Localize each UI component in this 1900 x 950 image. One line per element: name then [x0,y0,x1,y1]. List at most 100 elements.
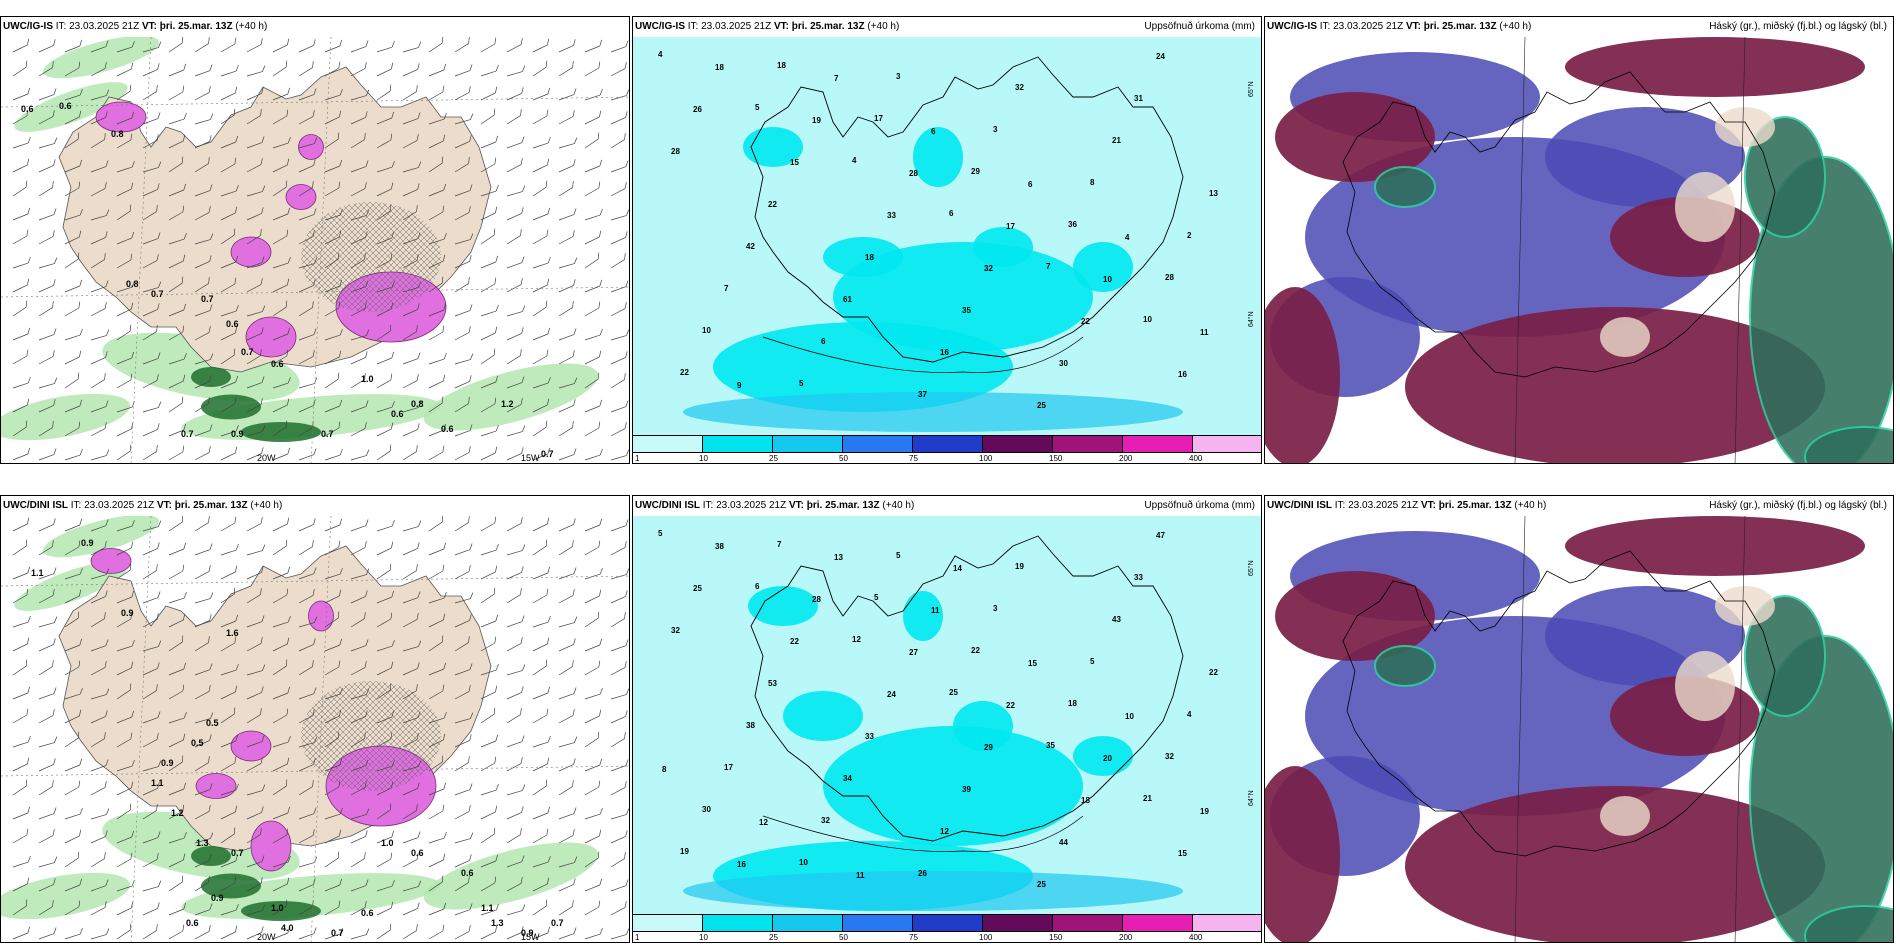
wind-barb [272,109,289,125]
wind-barb [90,732,106,748]
wind-barb [376,639,395,652]
wind-barb [90,519,109,532]
wind-barb [558,350,575,365]
wind-barb [558,758,576,772]
lat-label-65n: 65°N [1247,81,1255,97]
wind-barb [168,853,186,868]
wind-barb [194,543,213,556]
wind-barb [428,875,444,892]
wind-barb [142,880,162,892]
wind-barb [532,376,551,389]
wind-barb [272,349,289,365]
precip-value-label: 12 [940,827,949,836]
wind-barb [454,592,474,604]
wind-barb [64,878,83,892]
wind-barb [64,252,80,269]
legend-swatch [913,436,983,452]
wind-barb [532,136,551,149]
legend-tick-label: 25 [769,454,778,463]
wind-barb [532,686,551,700]
wind-barb [480,446,498,461]
wind-barb [324,731,340,748]
precip-area [823,237,903,277]
wind-barb [402,112,421,125]
legend-swatch [913,915,983,931]
wind-barb [428,63,447,77]
wind-barb [64,421,81,437]
precip-value-label: 15 [1178,849,1187,858]
wind-barb [584,252,600,269]
wind-barb [350,710,368,724]
wind-barb [402,640,422,652]
wind-barb [558,181,574,197]
wind-barb [558,137,578,149]
wind-barb [532,539,548,556]
wind-barb [532,828,549,844]
wind-barb [12,637,30,652]
wind-barb [506,615,525,628]
wind-barb [272,539,288,556]
heavy-precip-area [241,901,321,921]
wind-barb [272,87,291,101]
wind-barb [272,376,291,389]
precip-value-label: 35 [1046,741,1055,750]
legend-tick-label: 400 [1189,933,1203,942]
wind-value-label: 1.0 [361,374,374,384]
wind-barb [38,88,57,101]
legend-swatch [633,436,703,452]
parallel-line [1,575,629,587]
wind-barb [558,377,578,389]
wind-barb [90,373,106,389]
wind-barb [38,780,54,796]
wind-barb [584,350,602,365]
wind-barb [246,376,265,389]
wind-barb [376,373,393,389]
precip-value-label: 7 [834,74,839,83]
wind-barb [610,661,627,676]
wind-barb [90,590,108,604]
snow-area [195,773,237,799]
wind-barb [454,86,471,101]
wind-barb [428,564,445,580]
precip-area [783,691,863,741]
precip-map: 4 5 4 6 7 10 22 18 17 29 36 28 10 5 3 3 8 2 7 6 37 32 21 13 42 61… [633,37,1261,437]
wind-barb [116,781,134,796]
precip-value-label: 28 [671,147,680,156]
wind-barb [116,612,133,628]
wind-barb [90,901,107,916]
wind-barb [116,759,135,772]
wind-barb [610,422,627,437]
wind-barb [506,158,523,173]
wind-barb [298,39,316,53]
legend-tick-label: 10 [699,933,708,942]
wind-barb [12,899,28,916]
legend-swatch [773,915,843,931]
wind-barb [532,757,550,772]
wind-barb [246,398,263,413]
wind-barb [324,851,340,868]
wind-barb [168,254,186,269]
panel-title: UWC/IG-IS IT: 23.03.2025 21Z VT: þri. 25… [1267,21,1532,32]
wind-barb [454,756,470,772]
wind-barb [116,683,132,700]
wind-barb [350,732,366,748]
wind-barb [194,614,212,628]
wind-barb [64,611,80,628]
precip-value-label: 2 [1187,231,1192,240]
wind-barb [610,688,629,700]
wind-barb [64,660,81,676]
wind-barb [402,902,420,916]
wind-barb [194,854,212,868]
wind-barb [584,927,603,940]
wind-barb [350,111,368,125]
precip-value-label: 28 [1165,273,1174,282]
precip-band [42,37,160,79]
wind-barb [454,734,472,748]
wind-barb [246,109,262,125]
precip-value-label: 7 [1046,262,1051,271]
wind-barb [64,900,81,916]
wind-barb [142,325,158,341]
precip-value-label: 17 [874,114,883,123]
precip-heavy-area [683,871,1183,911]
wind-barb [220,304,239,317]
